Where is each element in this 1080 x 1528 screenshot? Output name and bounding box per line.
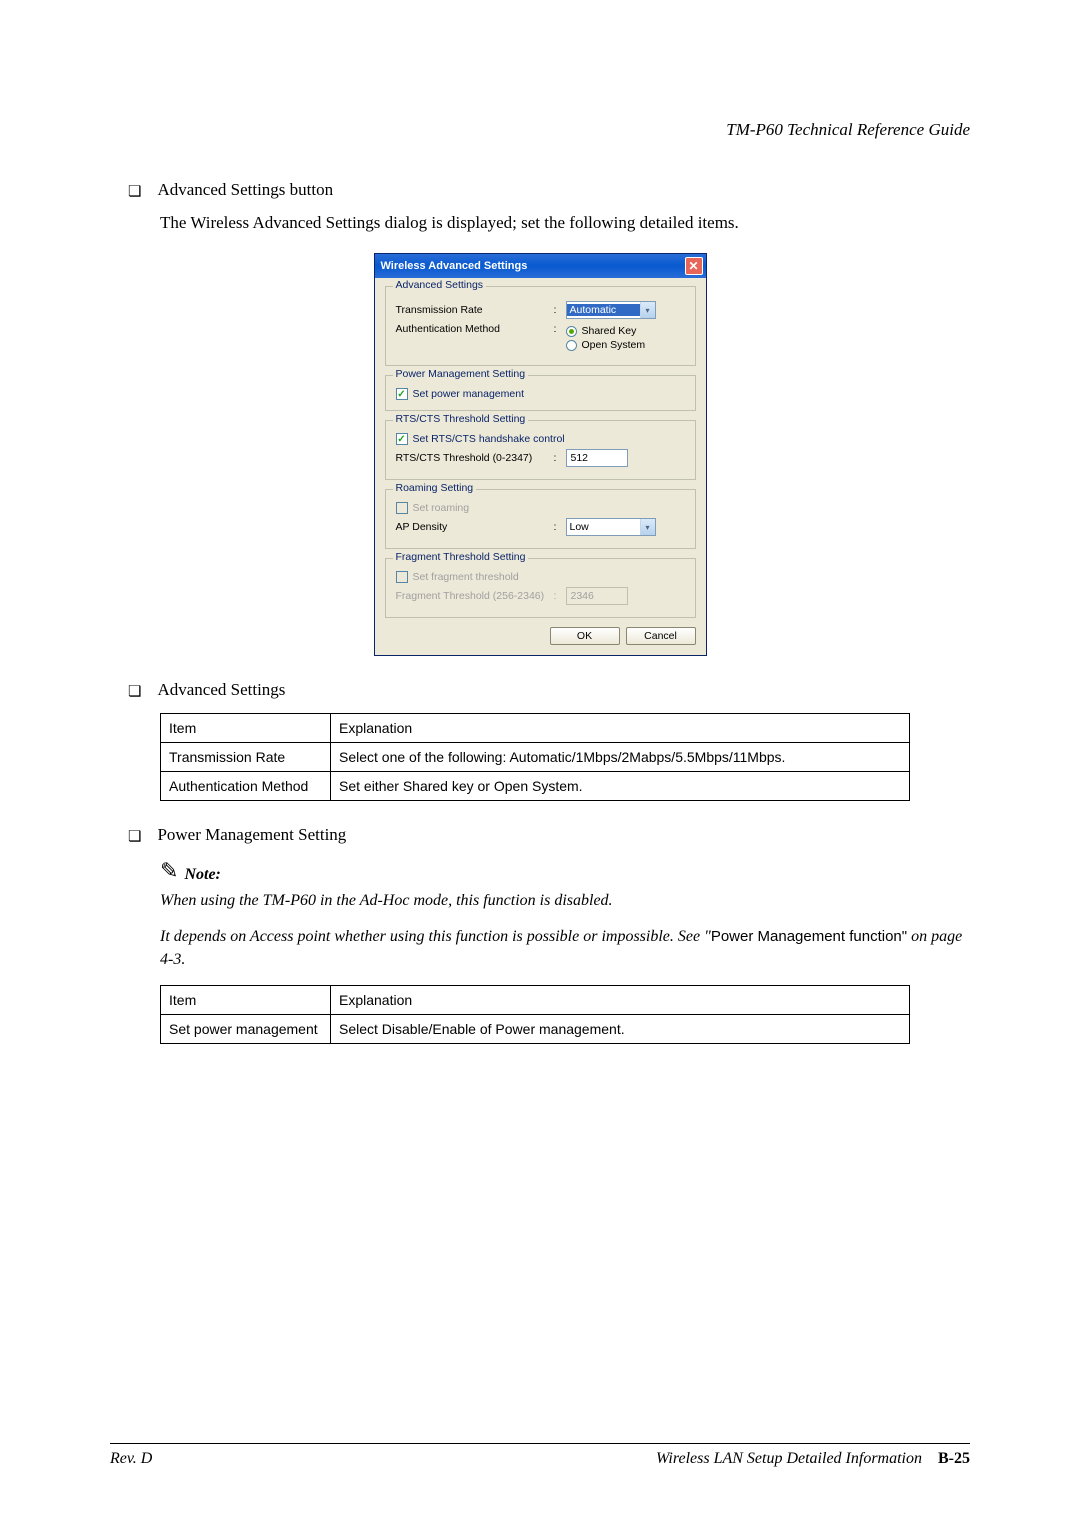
note-paragraph-1: When using the TM-P60 in the Ad-Hoc mode…	[160, 890, 970, 912]
group-rts-cts: RTS/CTS Threshold Setting ✓ Set RTS/CTS …	[385, 420, 696, 480]
bullet-marker-icon: ❏	[128, 827, 141, 846]
bullet-text: Advanced Settings button	[157, 180, 333, 200]
group-title: Advanced Settings	[393, 279, 487, 291]
radio-icon	[566, 340, 577, 351]
footer-section-title: Wireless LAN Setup Detailed Information	[656, 1450, 922, 1467]
ok-button[interactable]: OK	[550, 627, 620, 645]
radio-shared-key[interactable]: Shared Key	[566, 325, 646, 337]
checkbox-fragment-threshold[interactable]: Set fragment threshold	[396, 571, 685, 583]
auth-method-label: Authentication Method	[396, 323, 554, 335]
select-value: Automatic	[567, 304, 640, 316]
checkbox-icon: ✓	[396, 388, 408, 400]
footer-rev: Rev. D	[110, 1450, 152, 1468]
bullet-advanced-settings-button: ❏ Advanced Settings button	[110, 180, 970, 201]
note-paragraph-2: It depends on Access point whether using…	[160, 926, 970, 971]
page-footer: Rev. D Wireless LAN Setup Detailed Infor…	[110, 1443, 970, 1468]
note-label: Note:	[184, 866, 220, 884]
transmission-rate-label: Transmission Rate	[396, 304, 554, 316]
table-row: Transmission Rate Select one of the foll…	[161, 743, 910, 772]
group-title: Roaming Setting	[393, 482, 477, 494]
group-fragment-threshold: Fragment Threshold Setting Set fragment …	[385, 558, 696, 618]
colon: :	[554, 590, 566, 602]
note-header: ✎ Note:	[160, 858, 970, 884]
table-cell: Authentication Method	[161, 772, 331, 801]
checkbox-icon: ✓	[396, 433, 408, 445]
table-cell: Select one of the following: Automatic/1…	[331, 743, 910, 772]
group-advanced-settings: Advanced Settings Transmission Rate : Au…	[385, 286, 696, 366]
table-row: Set power management Select Disable/Enab…	[161, 1015, 910, 1044]
radio-icon	[566, 326, 577, 337]
bullet-advanced-settings: ❏ Advanced Settings	[110, 680, 970, 701]
close-button[interactable]: ✕	[685, 257, 703, 275]
transmission-rate-select[interactable]: Automatic ▾	[566, 301, 656, 319]
dialog-button-row: OK Cancel	[385, 627, 696, 645]
note-icon: ✎	[160, 858, 178, 884]
table-row: Authentication Method Set either Shared …	[161, 772, 910, 801]
dialog-container: Wireless Advanced Settings ✕ Advanced Se…	[110, 253, 970, 656]
note-text-sans: Power Management function"	[711, 928, 907, 945]
table-cell: Select Disable/Enable of Power managemen…	[331, 1015, 910, 1044]
bullet-text: Advanced Settings	[157, 680, 285, 700]
checkbox-label: Set roaming	[413, 502, 470, 514]
dialog-titlebar: Wireless Advanced Settings ✕	[375, 254, 706, 278]
table-row: Item Explanation	[161, 986, 910, 1015]
close-icon: ✕	[688, 259, 698, 273]
rts-threshold-input[interactable]: 512	[566, 449, 628, 467]
bullet-power-management-setting: ❏ Power Management Setting	[110, 825, 970, 846]
table-header-item: Item	[161, 714, 331, 743]
ap-density-label: AP Density	[396, 521, 554, 533]
colon: :	[554, 452, 566, 464]
power-management-table: Item Explanation Set power management Se…	[160, 985, 910, 1044]
dialog-body: Advanced Settings Transmission Rate : Au…	[375, 278, 706, 655]
table-cell: Set either Shared key or Open System.	[331, 772, 910, 801]
intro-paragraph: The Wireless Advanced Settings dialog is…	[160, 213, 970, 233]
bullet-text: Power Management Setting	[157, 825, 346, 845]
colon: :	[554, 304, 566, 316]
group-title: Power Management Setting	[393, 368, 529, 380]
group-roaming: Roaming Setting Set roaming AP Density :…	[385, 489, 696, 549]
table-row: Item Explanation	[161, 714, 910, 743]
checkbox-label: Set fragment threshold	[413, 571, 519, 583]
group-title: Fragment Threshold Setting	[393, 551, 529, 563]
colon: :	[554, 521, 566, 533]
chevron-down-icon: ▾	[640, 302, 655, 318]
radio-label: Shared Key	[582, 325, 637, 337]
page-header-title: TM-P60 Technical Reference Guide	[110, 120, 970, 140]
radio-label: Open System	[582, 339, 646, 351]
select-value: Low	[567, 521, 640, 533]
checkbox-icon	[396, 571, 408, 583]
advanced-settings-table: Item Explanation Transmission Rate Selec…	[160, 713, 910, 801]
group-title: RTS/CTS Threshold Setting	[393, 413, 529, 425]
dialog-title: Wireless Advanced Settings	[381, 260, 528, 272]
ap-density-select[interactable]: Low ▾	[566, 518, 656, 536]
checkbox-label: Set power management	[413, 388, 524, 400]
table-cell: Transmission Rate	[161, 743, 331, 772]
cancel-button[interactable]: Cancel	[626, 627, 696, 645]
footer-page-number: B-25	[938, 1450, 970, 1467]
footer-right: Wireless LAN Setup Detailed Information …	[656, 1450, 970, 1468]
checkbox-set-power-management[interactable]: ✓ Set power management	[396, 388, 685, 400]
fragment-threshold-label: Fragment Threshold (256-2346)	[396, 590, 554, 602]
group-power-management: Power Management Setting ✓ Set power man…	[385, 375, 696, 411]
radio-open-system[interactable]: Open System	[566, 339, 646, 351]
table-cell: Set power management	[161, 1015, 331, 1044]
colon: :	[554, 323, 566, 335]
bullet-marker-icon: ❏	[128, 682, 141, 701]
checkbox-rts-handshake[interactable]: ✓ Set RTS/CTS handshake control	[396, 433, 685, 445]
table-header-item: Item	[161, 986, 331, 1015]
checkbox-label: Set RTS/CTS handshake control	[413, 433, 565, 445]
table-header-explanation: Explanation	[331, 986, 910, 1015]
checkbox-set-roaming[interactable]: Set roaming	[396, 502, 685, 514]
wireless-advanced-settings-dialog: Wireless Advanced Settings ✕ Advanced Se…	[374, 253, 707, 656]
table-header-explanation: Explanation	[331, 714, 910, 743]
checkbox-icon	[396, 502, 408, 514]
rts-threshold-label: RTS/CTS Threshold (0-2347)	[396, 452, 554, 464]
note-text-a: It depends on Access point whether using…	[160, 928, 711, 945]
fragment-threshold-input: 2346	[566, 587, 628, 605]
bullet-marker-icon: ❏	[128, 182, 141, 201]
chevron-down-icon: ▾	[640, 519, 655, 535]
